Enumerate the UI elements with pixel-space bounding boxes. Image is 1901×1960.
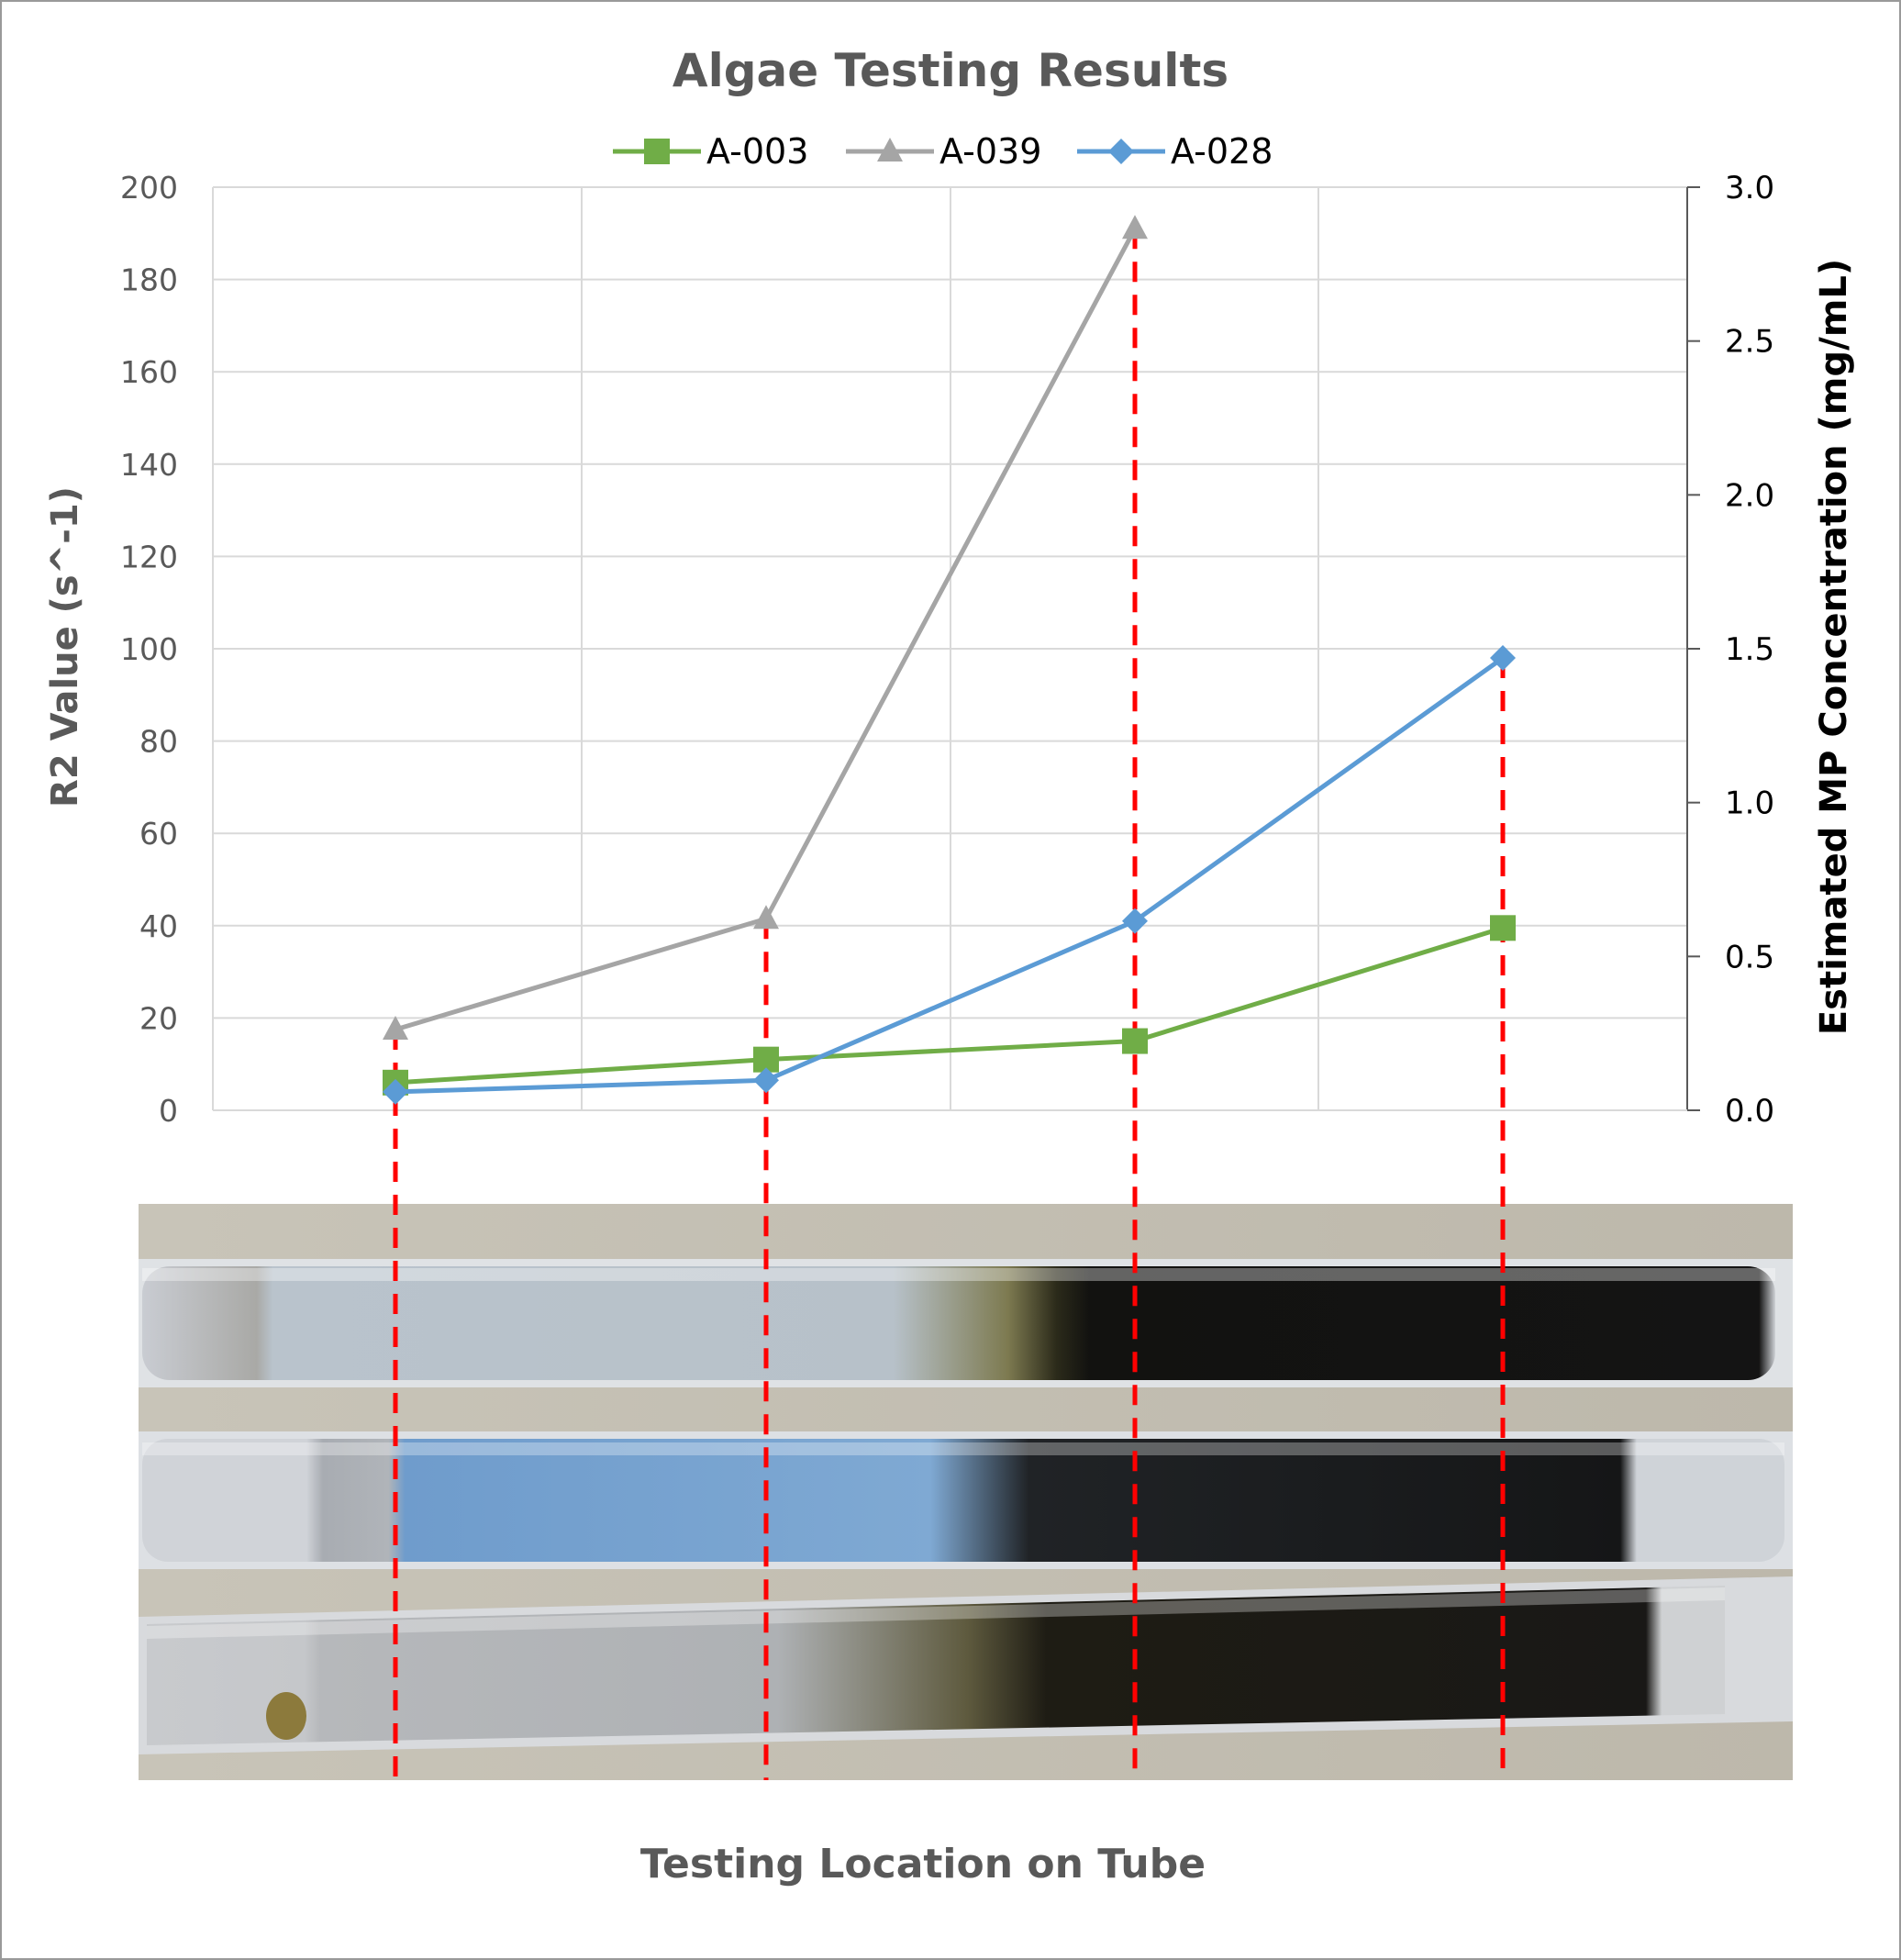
y-tick-left-2: 40 <box>139 908 178 944</box>
y-tick-right-5: 2.5 <box>1725 324 1774 361</box>
y-tick-left-4: 80 <box>139 724 178 760</box>
legend-marker-a-028 <box>1108 139 1134 164</box>
y-tick-right-1: 0.5 <box>1725 939 1774 975</box>
y-tick-left-10: 200 <box>120 170 178 206</box>
series-a-028 <box>383 645 1516 1105</box>
legend-label-a-003: A-003 <box>706 131 808 172</box>
tube-photo <box>139 1204 1793 1780</box>
tube-2 <box>142 1439 1784 1562</box>
series-a-003 <box>383 915 1516 1096</box>
tube-3-algae-blob <box>266 1692 306 1740</box>
chart-title: Algae Testing Results <box>673 44 1228 97</box>
series-a-039 <box>383 215 1148 1040</box>
point-a-003-4 <box>1490 915 1516 941</box>
y-axis-right-title: Estimated MP Concentration (mg/mL) <box>1813 259 1855 1035</box>
y-tick-left-3: 60 <box>139 816 178 852</box>
y-axis-left-ticks: 0 20 40 60 80 100 120 140 160 180 200 <box>120 170 178 1129</box>
legend-item-a-003: A-003 <box>613 131 808 172</box>
y-axis-right-ticks: 0.0 0.5 1.0 1.5 2.0 2.5 3.0 <box>1687 170 1774 1130</box>
series-line-a-028 <box>395 656 1505 1095</box>
x-axis-title: Testing Location on Tube <box>640 1841 1206 1888</box>
point-a-003-3 <box>1122 1028 1148 1054</box>
point-a-028-3 <box>1122 908 1148 934</box>
series-line-a-003 <box>395 925 1504 1086</box>
series-layer <box>383 215 1516 1105</box>
y-tick-left-1: 20 <box>139 1000 178 1036</box>
y-tick-right-4: 2.0 <box>1725 477 1774 514</box>
point-a-039-3 <box>1122 215 1148 239</box>
tube-2-highlight <box>142 1442 1784 1455</box>
y-tick-right-0: 0.0 <box>1725 1093 1774 1130</box>
legend-item-a-039: A-039 <box>846 131 1041 172</box>
legend-marker-a-039 <box>877 138 903 161</box>
tube-3 <box>147 1586 1725 1745</box>
chart-legend: A-003 A-039 A-028 <box>613 131 1273 172</box>
legend-item-a-028: A-028 <box>1077 131 1273 172</box>
tube-1-highlight <box>142 1268 1775 1281</box>
y-tick-left-6: 120 <box>120 539 178 574</box>
y-tick-left-9: 180 <box>120 262 178 298</box>
point-a-028-2 <box>753 1067 779 1094</box>
point-a-028-1 <box>383 1078 408 1105</box>
y-tick-left-7: 140 <box>120 447 178 483</box>
y-tick-left-0: 0 <box>159 1093 178 1129</box>
y-axis-left-title: R2 Value (s^-1) <box>44 486 86 807</box>
y-tick-left-8: 160 <box>120 354 178 390</box>
y-tick-right-3: 1.5 <box>1725 631 1774 668</box>
point-a-039-2 <box>753 905 779 930</box>
y-tick-left-5: 100 <box>120 631 178 667</box>
point-a-028-4 <box>1490 645 1516 672</box>
y-tick-right-6: 3.0 <box>1725 170 1774 206</box>
legend-label-a-028: A-028 <box>1171 131 1273 172</box>
y-tick-right-2: 1.0 <box>1725 785 1774 822</box>
point-a-039-1 <box>383 1015 408 1040</box>
legend-marker-a-003 <box>644 139 670 164</box>
tube-3-highlight <box>147 1587 1725 1639</box>
tube-1 <box>142 1266 1775 1380</box>
legend-label-a-039: A-039 <box>939 131 1041 172</box>
